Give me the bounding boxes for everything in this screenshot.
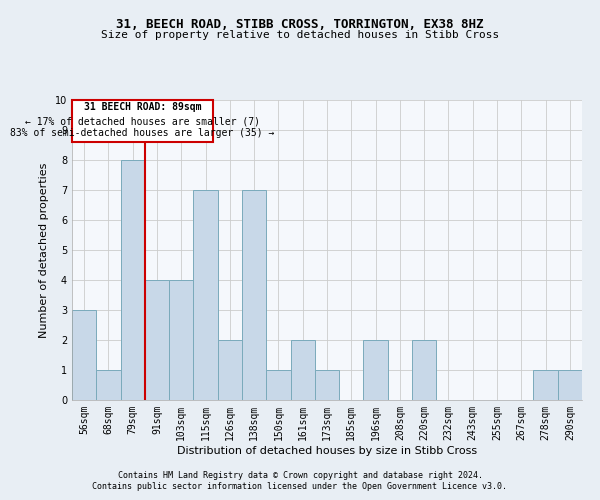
- Y-axis label: Number of detached properties: Number of detached properties: [40, 162, 49, 338]
- Bar: [218, 340, 242, 400]
- Text: Size of property relative to detached houses in Stibb Cross: Size of property relative to detached ho…: [101, 30, 499, 40]
- Bar: [315, 370, 339, 400]
- Bar: [145, 280, 169, 400]
- Bar: [364, 340, 388, 400]
- Bar: [412, 340, 436, 400]
- Text: 83% of semi-detached houses are larger (35) →: 83% of semi-detached houses are larger (…: [10, 128, 275, 138]
- X-axis label: Distribution of detached houses by size in Stibb Cross: Distribution of detached houses by size …: [177, 446, 477, 456]
- Bar: [72, 310, 96, 400]
- Text: 31 BEECH ROAD: 89sqm: 31 BEECH ROAD: 89sqm: [83, 102, 201, 113]
- Bar: [193, 190, 218, 400]
- Bar: [96, 370, 121, 400]
- FancyBboxPatch shape: [72, 100, 213, 142]
- Text: Contains HM Land Registry data © Crown copyright and database right 2024.: Contains HM Land Registry data © Crown c…: [118, 471, 482, 480]
- Bar: [558, 370, 582, 400]
- Bar: [533, 370, 558, 400]
- Bar: [290, 340, 315, 400]
- Bar: [169, 280, 193, 400]
- Bar: [121, 160, 145, 400]
- Bar: [266, 370, 290, 400]
- Text: ← 17% of detached houses are smaller (7): ← 17% of detached houses are smaller (7): [25, 116, 260, 126]
- Text: Contains public sector information licensed under the Open Government Licence v3: Contains public sector information licen…: [92, 482, 508, 491]
- Bar: [242, 190, 266, 400]
- Text: 31, BEECH ROAD, STIBB CROSS, TORRINGTON, EX38 8HZ: 31, BEECH ROAD, STIBB CROSS, TORRINGTON,…: [116, 18, 484, 30]
